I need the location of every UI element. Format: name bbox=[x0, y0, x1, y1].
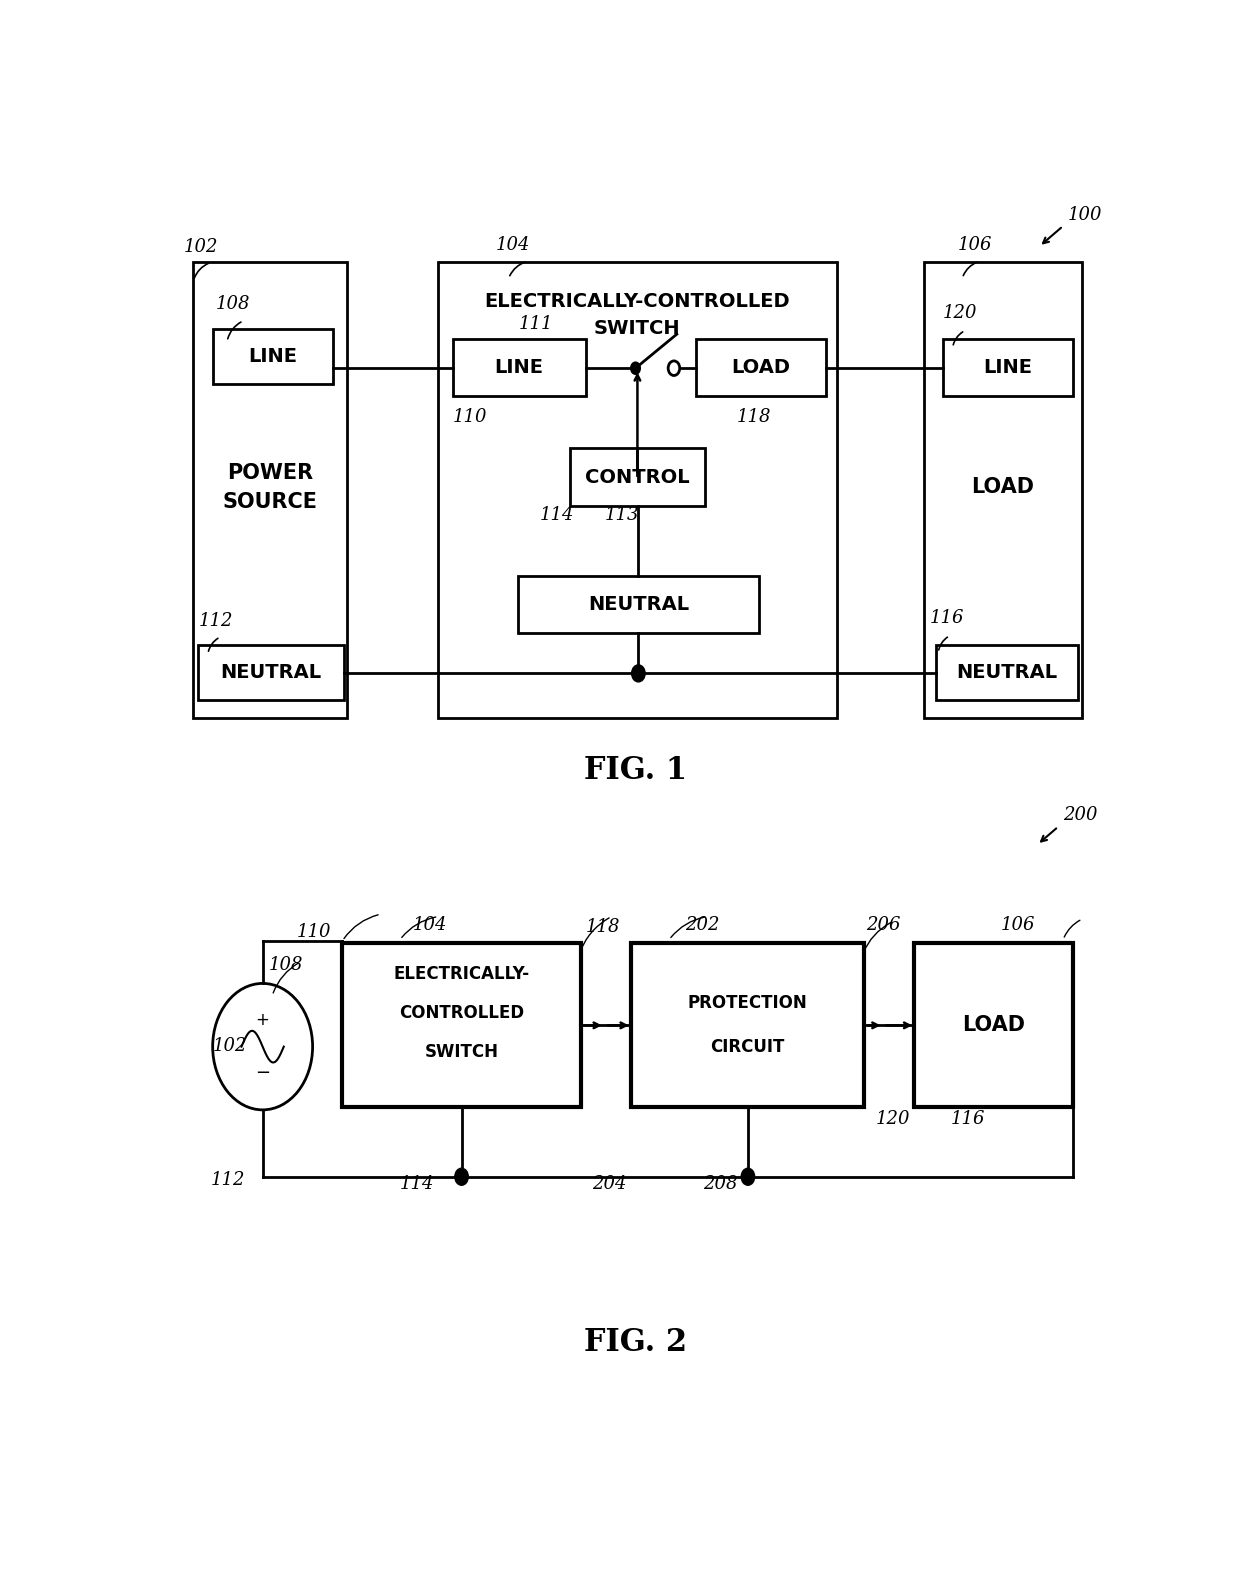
Text: 114: 114 bbox=[539, 505, 574, 524]
Circle shape bbox=[631, 362, 640, 374]
Text: 104: 104 bbox=[413, 916, 448, 933]
Bar bbox=[696, 339, 826, 396]
Text: 120: 120 bbox=[942, 305, 977, 322]
Text: 106: 106 bbox=[957, 235, 992, 254]
Bar bbox=[198, 646, 345, 699]
Bar bbox=[439, 262, 837, 718]
Text: LINE: LINE bbox=[495, 358, 543, 377]
Circle shape bbox=[742, 1168, 755, 1186]
Text: NEUTRAL: NEUTRAL bbox=[221, 663, 322, 682]
Bar bbox=[518, 576, 759, 633]
Text: NEUTRAL: NEUTRAL bbox=[956, 663, 1058, 682]
Text: 116: 116 bbox=[951, 1110, 986, 1127]
Text: 102: 102 bbox=[213, 1037, 247, 1055]
Circle shape bbox=[631, 665, 645, 682]
Text: LINE: LINE bbox=[983, 358, 1033, 377]
Text: 114: 114 bbox=[401, 1175, 434, 1192]
Text: 100: 100 bbox=[1068, 205, 1102, 224]
Text: 208: 208 bbox=[703, 1175, 738, 1192]
Text: FIG. 1: FIG. 1 bbox=[584, 755, 687, 786]
Text: FIG. 2: FIG. 2 bbox=[584, 1326, 687, 1358]
Text: 108: 108 bbox=[268, 955, 303, 974]
Text: 118: 118 bbox=[585, 917, 620, 936]
Text: 104: 104 bbox=[496, 235, 531, 254]
Bar bbox=[631, 943, 864, 1107]
Text: LOAD: LOAD bbox=[732, 358, 790, 377]
Text: 113: 113 bbox=[605, 505, 640, 524]
Text: SWITCH: SWITCH bbox=[424, 1044, 498, 1061]
Text: POWER
SOURCE: POWER SOURCE bbox=[223, 463, 317, 512]
Text: CIRCUIT: CIRCUIT bbox=[711, 1039, 785, 1056]
Bar bbox=[936, 646, 1078, 699]
Text: CONTROL: CONTROL bbox=[585, 467, 689, 486]
Text: 206: 206 bbox=[866, 916, 900, 933]
Text: 106: 106 bbox=[1001, 916, 1035, 933]
Circle shape bbox=[455, 1168, 469, 1186]
Text: PROTECTION: PROTECTION bbox=[688, 995, 807, 1012]
Text: 112: 112 bbox=[211, 1172, 246, 1189]
Bar bbox=[942, 339, 1073, 396]
Text: LOAD: LOAD bbox=[962, 1015, 1025, 1036]
Text: 200: 200 bbox=[1063, 807, 1097, 824]
Bar bbox=[570, 448, 704, 505]
Text: −: − bbox=[255, 1064, 270, 1082]
Text: 202: 202 bbox=[686, 916, 720, 933]
Text: 110: 110 bbox=[453, 409, 487, 426]
Text: SWITCH: SWITCH bbox=[594, 319, 681, 338]
Text: 111: 111 bbox=[518, 314, 553, 333]
Text: LOAD: LOAD bbox=[971, 477, 1034, 497]
Text: +: + bbox=[255, 1011, 269, 1030]
Text: NEUTRAL: NEUTRAL bbox=[588, 595, 689, 614]
Text: ELECTRICALLY-CONTROLLED: ELECTRICALLY-CONTROLLED bbox=[485, 292, 790, 311]
Text: 110: 110 bbox=[298, 922, 332, 941]
Text: 112: 112 bbox=[200, 611, 233, 630]
Text: 108: 108 bbox=[216, 295, 250, 314]
Text: CONTROLLED: CONTROLLED bbox=[399, 1004, 525, 1022]
Text: ELECTRICALLY-: ELECTRICALLY- bbox=[393, 965, 529, 984]
Bar bbox=[342, 943, 580, 1107]
Text: 204: 204 bbox=[593, 1175, 626, 1192]
Bar bbox=[924, 262, 1083, 718]
Bar bbox=[914, 943, 1073, 1107]
Text: 116: 116 bbox=[930, 609, 963, 627]
Bar bbox=[213, 330, 332, 384]
Bar bbox=[193, 262, 347, 718]
Bar bbox=[453, 339, 585, 396]
Text: 118: 118 bbox=[737, 409, 771, 426]
Text: 120: 120 bbox=[875, 1110, 910, 1127]
Text: 102: 102 bbox=[184, 238, 218, 256]
Text: LINE: LINE bbox=[248, 347, 298, 366]
